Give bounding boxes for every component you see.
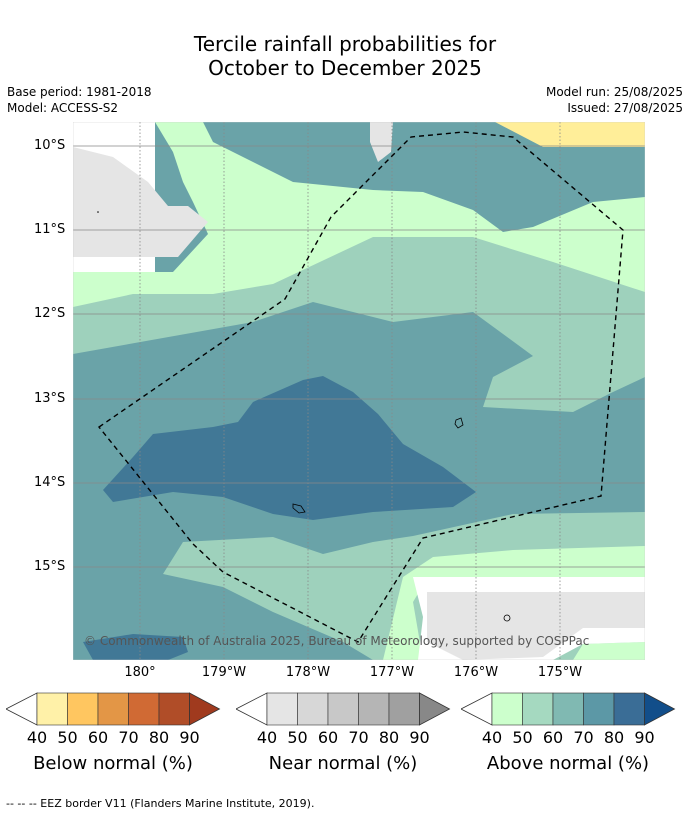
colorbar-tick-label: 40	[481, 728, 503, 747]
colorbar-tick-label: 60	[317, 728, 339, 747]
colorbar-segment	[327, 692, 359, 726]
lat-label-15s: 15°S	[34, 559, 66, 574]
colorbar-tick-label: 80	[378, 728, 400, 747]
colorbar-tick-label: 80	[148, 728, 170, 747]
colorbar-segment	[36, 692, 68, 726]
eez-footnote: -- -- -- EEZ border V11 (Flanders Marine…	[6, 797, 315, 810]
above-70-region-core	[103, 376, 476, 520]
colorbar-tick-label: 50	[287, 728, 308, 747]
colorbar-tick-label: 60	[542, 728, 564, 747]
below-normal-colorbar	[6, 692, 221, 726]
colorbar-segment	[158, 692, 190, 726]
copyright-text: © Commonwealth of Australia 2025, Bureau…	[84, 634, 590, 648]
colorbar-segment	[67, 692, 99, 726]
colorbar-under-arrow	[6, 692, 38, 726]
near-normal-region-west	[73, 147, 208, 257]
colorbar-tick-label: 70	[118, 728, 139, 747]
above-normal-label: Above normal (%)	[486, 753, 650, 774]
rainfall-probability-map	[73, 122, 645, 660]
above-70-region-south	[83, 634, 188, 660]
colorbar-segment	[358, 692, 390, 726]
above-40-region-north	[73, 122, 645, 337]
colorbar-over-arrow	[189, 692, 221, 726]
lon-label-175w: 175°W	[537, 665, 583, 680]
island-outline	[503, 614, 511, 622]
colorbar-tick-label: 80	[603, 728, 625, 747]
colorbar-over-arrow	[419, 692, 451, 726]
colorbar-segment	[128, 692, 160, 726]
colorbar-under-arrow	[236, 692, 268, 726]
model-run-text: Model run: 25/08/2025	[545, 85, 683, 99]
colorbar-segment	[297, 692, 329, 726]
lon-label-179w: 179°W	[201, 665, 247, 680]
colorbar-over-arrow	[644, 692, 676, 726]
map-title-line1: Tercile rainfall probabilities for	[193, 32, 497, 56]
lon-label-178w: 178°W	[285, 665, 331, 680]
colorbar-tick-label: 40	[26, 728, 48, 747]
lat-label-13s: 13°S	[34, 391, 66, 406]
near-normal-colorbar	[236, 692, 451, 726]
colorbar-segment	[522, 692, 554, 726]
colorbar-segment	[388, 692, 420, 726]
colorbar-tick-label: 90	[179, 728, 200, 747]
above-normal-colorbar	[461, 692, 676, 726]
colorbar-tick-label: 40	[256, 728, 278, 747]
island-outline	[292, 503, 306, 514]
lat-label-11s: 11°S	[34, 222, 66, 237]
colorbar-tick-label: 50	[512, 728, 533, 747]
colorbar-tick-label: 60	[87, 728, 109, 747]
below-normal-region	[495, 122, 645, 147]
lat-label-12s: 12°S	[34, 306, 66, 321]
eez-border	[97, 131, 624, 643]
colorbar-tick-label: 70	[573, 728, 594, 747]
colorbar-tick-label: 50	[57, 728, 78, 747]
lat-label-14s: 14°S	[34, 475, 66, 490]
colorbar-segment	[491, 692, 523, 726]
colorbar-segment	[583, 692, 615, 726]
colorbar-tick-label: 90	[634, 728, 655, 747]
colorbar-tick-label: 70	[348, 728, 369, 747]
lat-label-10s: 10°S	[34, 138, 66, 153]
colorbar-under-arrow	[461, 692, 493, 726]
colorbar-tick-label: 90	[409, 728, 430, 747]
issued-text: Issued: 27/08/2025	[567, 101, 683, 115]
above-50-region	[73, 237, 645, 412]
graticule	[73, 122, 645, 660]
near-normal-region-south-east	[427, 592, 645, 660]
colorbar-segment	[552, 692, 584, 726]
colorbar-segment	[266, 692, 298, 726]
colorbar-segment	[97, 692, 129, 726]
below-normal-label: Below normal (%)	[33, 753, 193, 774]
lon-label-180: 180°	[124, 665, 156, 680]
colorbar-segment	[613, 692, 645, 726]
above-40-region-south	[383, 546, 645, 660]
map-title-line2: October to December 2025	[208, 56, 482, 80]
model-text: Model: ACCESS-S2	[7, 101, 119, 115]
near-normal-label: Near normal (%)	[268, 753, 418, 774]
lon-label-177w: 177°W	[369, 665, 415, 680]
base-period-text: Base period: 1981-2018	[7, 85, 152, 99]
lon-label-176w: 176°W	[453, 665, 499, 680]
island-outline	[454, 417, 464, 429]
